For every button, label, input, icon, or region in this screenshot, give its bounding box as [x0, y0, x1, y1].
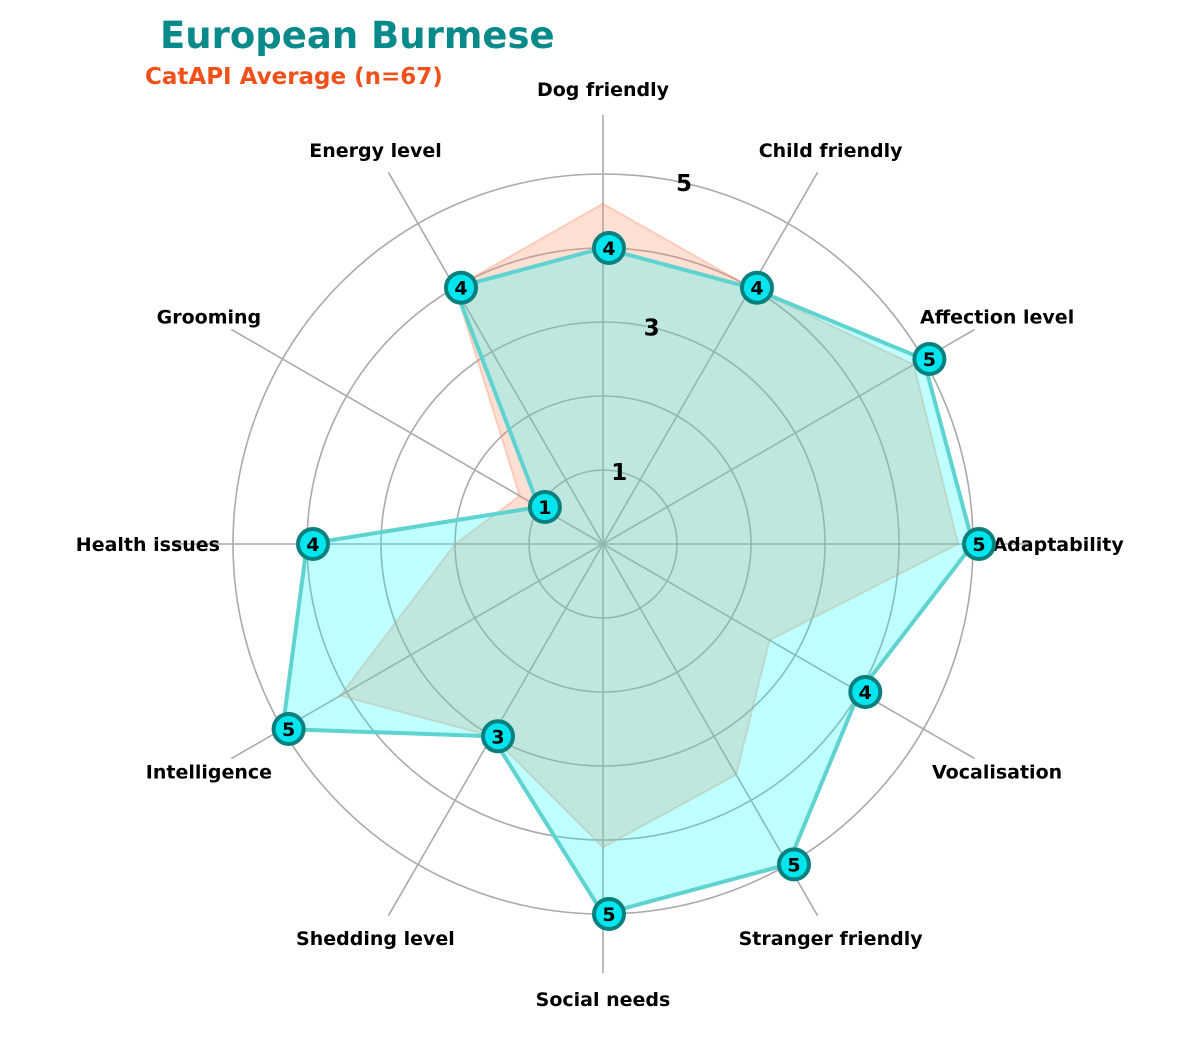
radial-tick-labels: 1 3 5 [611, 171, 692, 486]
spoke-energy-level [387, 171, 604, 545]
axis-label-intelligence: Intelligence [146, 762, 272, 784]
chart-subtitle: CatAPI Average (n=67) [145, 64, 443, 90]
data-marker [962, 527, 996, 561]
data-point-affection-level: 5 [912, 342, 947, 376]
data-label: 5 [787, 854, 800, 876]
data-label: 4 [602, 238, 615, 260]
data-label: 1 [538, 497, 551, 519]
data-marker [592, 231, 626, 265]
data-label: 5 [602, 904, 615, 926]
spoke-child-friendly [602, 171, 819, 545]
data-point-stranger-friendly: 5 [777, 847, 811, 882]
axis-label-social-needs: Social needs [536, 989, 671, 1011]
data-label: 4 [454, 278, 467, 300]
data-label: 5 [972, 534, 985, 556]
axis-label-energy-level: Energy level [309, 140, 442, 162]
spoke-vocalisation [602, 543, 976, 760]
data-marker [912, 342, 947, 376]
axis-label-shedding-level: Shedding level [296, 928, 455, 950]
data-label: 4 [859, 682, 872, 704]
data-label: 5 [923, 349, 936, 371]
data-markers: 5 5 4 4 4 1 4 5 3 5 5 4 [271, 231, 996, 931]
axis-label-dog-friendly: Dog friendly [537, 79, 670, 101]
axis-label-grooming: Grooming [157, 307, 262, 329]
tick-label-3: 3 [644, 315, 660, 341]
spoke-affection-level [602, 328, 976, 545]
tick-label-1: 1 [611, 460, 627, 486]
data-point-intelligence: 5 [271, 712, 306, 746]
axis-label-child-friendly: Child friendly [759, 140, 903, 162]
data-label: 4 [750, 278, 763, 300]
data-label: 4 [306, 534, 319, 556]
axis-label-health-issues: Health issues [76, 534, 220, 556]
breed-area [280, 246, 975, 916]
data-marker [444, 270, 478, 305]
axis-label-affection-level: Affection level [920, 307, 1074, 329]
data-marker [740, 270, 774, 305]
data-marker [296, 527, 330, 561]
axis-label-adaptability: Adaptability [992, 534, 1124, 556]
chart-title: European Burmese [160, 14, 555, 57]
axis-label-stranger-friendly: Stranger friendly [739, 928, 924, 950]
data-point-dog-friendly: 4 [592, 231, 626, 265]
axis-labels: Adaptability Affection level Child friendl… [76, 79, 1125, 1011]
data-point-vocalisation: 4 [848, 675, 883, 709]
data-marker [848, 675, 883, 709]
data-marker [777, 847, 811, 882]
data-point-adaptability: 5 [962, 527, 996, 561]
data-label: 5 [282, 719, 295, 741]
data-point-shedding-level: 3 [481, 719, 515, 754]
data-point-social-needs: 5 [592, 897, 626, 931]
data-marker [527, 490, 562, 524]
data-marker [481, 719, 515, 754]
data-point-energy-level: 4 [444, 270, 478, 305]
breed-series [280, 246, 975, 916]
data-point-child-friendly: 4 [740, 270, 774, 305]
axis-label-vocalisation: Vocalisation [932, 762, 1062, 784]
data-marker [592, 897, 626, 931]
data-label: 3 [491, 726, 504, 748]
tick-label-5: 5 [676, 171, 692, 197]
data-marker [271, 712, 306, 746]
data-point-grooming: 1 [527, 490, 562, 524]
data-point-health-issues: 4 [296, 527, 330, 561]
